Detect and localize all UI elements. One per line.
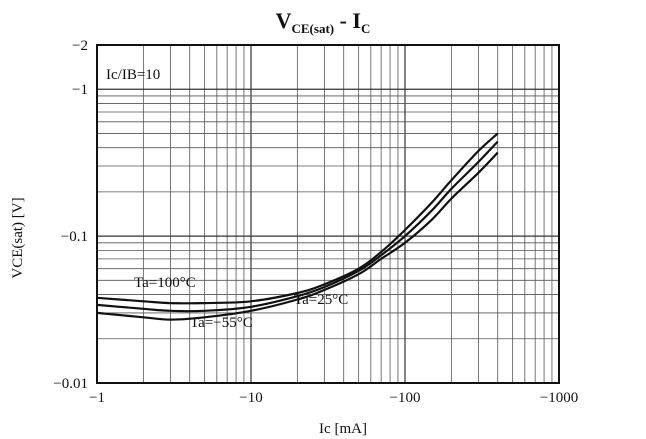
chart-title: VCE(sat) - IC — [276, 8, 371, 36]
y-axis-label: VCE(sat) [V] — [10, 197, 26, 278]
y-tick-label: −0.1 — [61, 229, 88, 245]
x-tick-label: −10 — [239, 390, 262, 406]
series-line-2 — [96, 151, 499, 321]
y-tick-label: −1 — [72, 82, 88, 98]
annotation-ta-25: Ta=25°C — [294, 292, 348, 308]
condition-label: Ic/IB=10 — [106, 67, 160, 83]
y-tick-label: −2 — [72, 38, 88, 54]
plot-frame — [96, 44, 560, 384]
series-line-0 — [96, 132, 499, 305]
x-axis-label: Ic [mA] — [319, 421, 367, 437]
annotation-ta-100: Ta=100°C — [134, 275, 196, 291]
annotation-ta-m55: Ta=−55°C — [190, 315, 253, 331]
y-tick-label: −0.01 — [53, 376, 88, 392]
x-tick-label: −1000 — [540, 390, 578, 406]
series-lines — [96, 132, 499, 321]
series-line-1 — [96, 140, 499, 313]
x-tick-label: −1 — [89, 390, 105, 406]
y-tick-labels: −2 −1 −0.1 −0.01 — [53, 38, 88, 392]
x-tick-labels: −1 −10 −100 −1000 — [89, 390, 578, 406]
x-tick-label: −100 — [390, 390, 421, 406]
grid-lines — [97, 45, 559, 383]
